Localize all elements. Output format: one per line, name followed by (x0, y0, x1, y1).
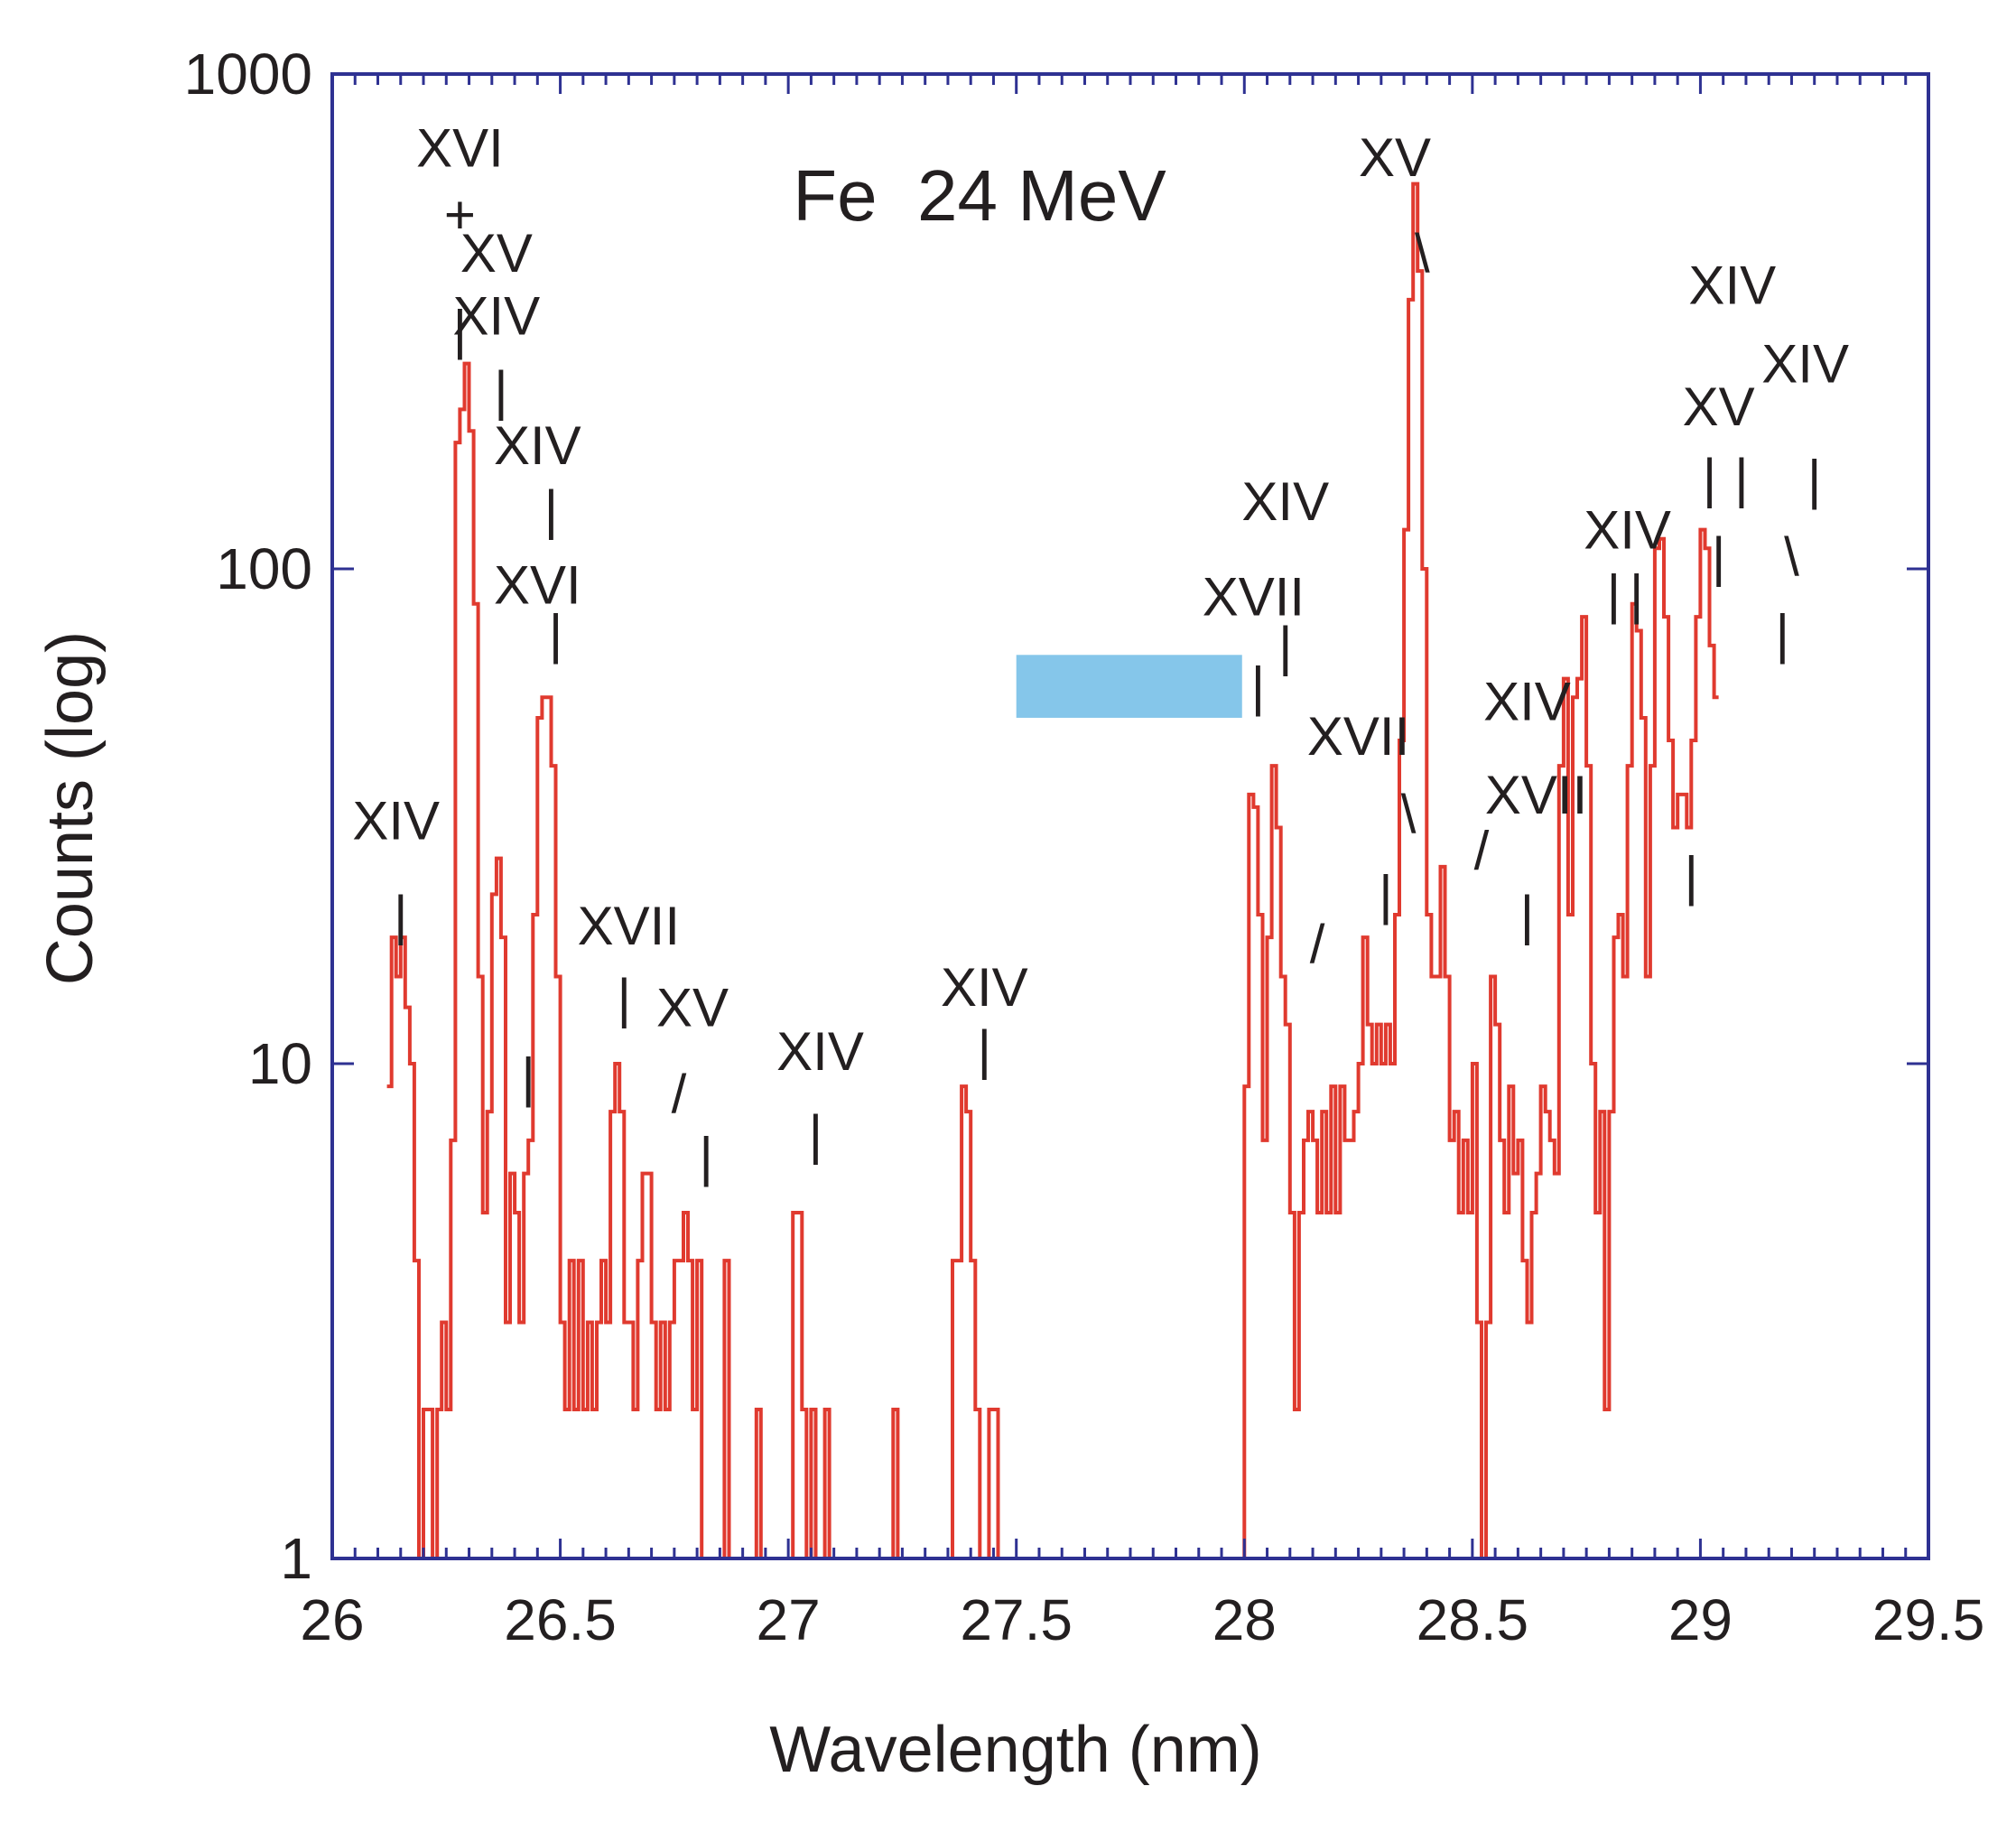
x-tick-label: 28.5 (1417, 1587, 1529, 1652)
line-marker: | (1520, 885, 1535, 945)
band-layer (1016, 655, 1242, 718)
ion-label: XV (460, 223, 533, 284)
y-tick-label: 1 (280, 1526, 312, 1591)
line-marker: | (699, 1127, 713, 1187)
line-marker: | (1734, 448, 1749, 508)
ion-label: XV (1359, 127, 1431, 188)
line-marker: \ (1784, 526, 1799, 587)
ion-label: XVII (1485, 765, 1587, 825)
x-tick-label: 29 (1668, 1587, 1733, 1652)
annotations: XVIXVXIVXIVXVIXIVXVIIXVXIVXIVXIVXVIIXVII… (352, 118, 1849, 1187)
line-marker: / (672, 1064, 687, 1124)
ion-label: XVI (494, 554, 581, 615)
x-tick-label: 29.5 (1872, 1587, 1985, 1652)
ion-label: XIV (452, 285, 540, 346)
x-axis-title: Wavelength (nm) (769, 1714, 1262, 1786)
line-marker: | (1685, 846, 1699, 907)
ion-label: XIV (352, 791, 440, 851)
line-marker: | (1712, 526, 1726, 587)
ion-label: XIV (941, 957, 1028, 1018)
ion-label: XIV (1584, 500, 1671, 561)
x-tick-label: 27.5 (960, 1587, 1073, 1652)
y-tick-label: 100 (216, 536, 312, 601)
ion-label: XIV (776, 1021, 864, 1082)
x-tick-label: 26.5 (504, 1587, 617, 1652)
x-tick-label: 26 (300, 1587, 364, 1652)
line-marker: \ (1415, 223, 1430, 284)
line-marker: + (444, 185, 476, 246)
x-tick-label: 27 (757, 1587, 821, 1652)
ion-label: XVI (416, 118, 504, 179)
y-axis-title: Counts (log) (34, 631, 107, 985)
line-marker: | (978, 1019, 992, 1080)
spectrum-line-0 (386, 181, 1719, 1560)
line-marker: | (1807, 449, 1822, 509)
series-layer (386, 181, 1719, 1560)
line-marker: | (494, 360, 508, 421)
line-marker: | (521, 1047, 535, 1108)
line-marker: / (1310, 914, 1325, 974)
ion-label: XVII (1203, 566, 1305, 627)
line-marker: | (1607, 564, 1621, 625)
axis-ticks (330, 72, 1930, 1560)
line-marker: | (1630, 564, 1644, 625)
tick-labels: 26 26.5 27 27.5 28 28.5 29 29.5 1 10 100 1000 (184, 42, 1985, 1652)
ion-label: XV (656, 978, 729, 1038)
line-marker: | (1776, 604, 1790, 665)
y-tick-label: 1000 (184, 42, 312, 107)
ion-label: XIV (1688, 255, 1776, 315)
line-marker: / (1474, 821, 1490, 881)
line-marker: | (1278, 616, 1293, 676)
line-marker: | (617, 968, 631, 1028)
line-marker: | (1251, 656, 1266, 717)
chart-title: Fe 24 MeV (793, 155, 1166, 236)
ion-label: XIV (1483, 672, 1571, 732)
highlight-band (1016, 655, 1242, 718)
line-marker: | (1703, 448, 1717, 508)
ion-label: XIV (1241, 471, 1329, 532)
ion-label: XIV (494, 415, 581, 476)
y-tick-label: 10 (248, 1031, 312, 1096)
ion-label: XVII (1307, 706, 1409, 767)
x-tick-label: 28 (1212, 1587, 1277, 1652)
ion-label: XV (1683, 377, 1755, 437)
line-marker: \ (1401, 784, 1417, 844)
line-marker: | (453, 300, 468, 360)
ion-label: XIV (1761, 334, 1849, 395)
ion-label: XVII (578, 896, 680, 956)
line-marker: | (394, 885, 408, 945)
line-marker: | (549, 604, 563, 665)
line-marker: | (809, 1104, 823, 1165)
line-marker: | (1379, 864, 1393, 925)
line-marker: | (544, 479, 559, 540)
